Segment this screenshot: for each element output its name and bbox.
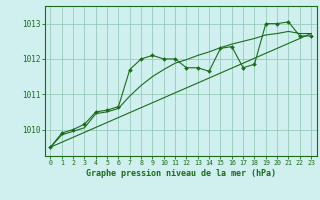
X-axis label: Graphe pression niveau de la mer (hPa): Graphe pression niveau de la mer (hPa) [86,169,276,178]
